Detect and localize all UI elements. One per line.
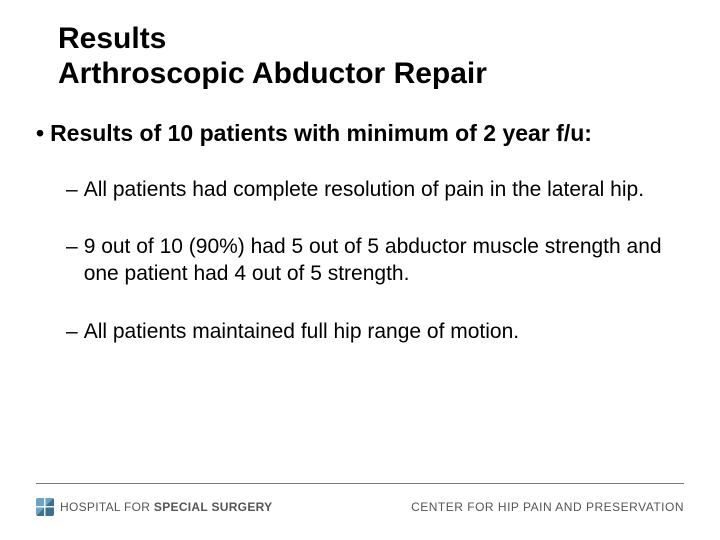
footer-right-text: CENTER FOR HIP PAIN AND PRESERVATION [411,500,684,514]
footer-left-bold: SPECIAL SURGERY [154,500,273,514]
sub-bullet-text: 9 out of 10 (90%) had 5 out of 5 abducto… [84,233,684,288]
sub-bullet-text: All patients had complete resolution of … [84,176,684,203]
footer-left-prefix: HOSPITAL FOR [60,500,154,514]
footer-logo-left: HOSPITAL FOR SPECIAL SURGERY [36,498,272,516]
slide: Results Arthroscopic Abductor Repair • R… [0,0,720,540]
sub-bullet: – All patients maintained full hip range… [66,318,684,345]
sub-bullet-marker: – [66,233,78,260]
title-line-1: Results [58,22,684,57]
sub-bullet-list: – All patients had complete resolution o… [66,176,684,345]
main-bullet-text: Results of 10 patients with minimum of 2… [50,119,592,148]
footer-row: HOSPITAL FOR SPECIAL SURGERY CENTER FOR … [36,494,684,520]
footer-left-text: HOSPITAL FOR SPECIAL SURGERY [60,500,272,514]
hss-logo-icon [36,498,54,516]
footer-divider [36,483,684,484]
slide-title: Results Arthroscopic Abductor Repair [58,22,684,91]
sub-bullet: – 9 out of 10 (90%) had 5 out of 5 abduc… [66,233,684,288]
main-bullet: • Results of 10 patients with minimum of… [36,119,684,148]
title-line-2: Arthroscopic Abductor Repair [58,57,684,92]
bullet-marker: • [36,119,44,148]
sub-bullet-text: All patients maintained full hip range o… [84,318,684,345]
slide-footer: HOSPITAL FOR SPECIAL SURGERY CENTER FOR … [36,483,684,520]
sub-bullet-marker: – [66,318,78,345]
sub-bullet-marker: – [66,176,78,203]
sub-bullet: – All patients had complete resolution o… [66,176,684,203]
